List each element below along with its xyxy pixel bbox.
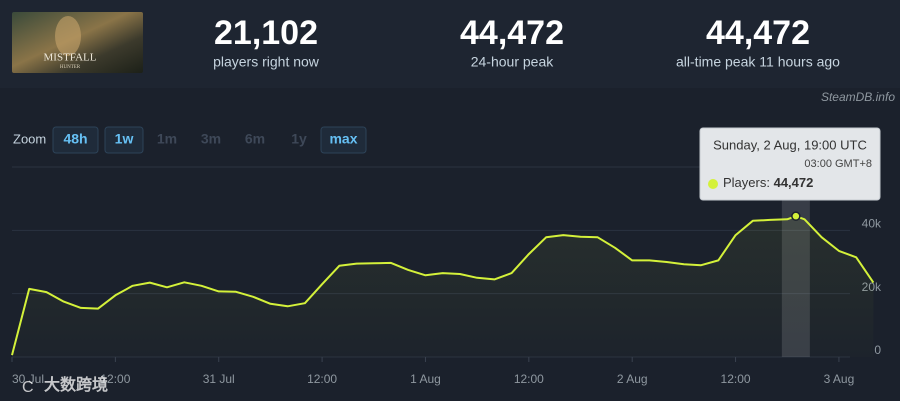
header-band [0,0,900,88]
zoom-button[interactable] [104,126,144,154]
thumbnail-title: MISTFALL [44,52,97,64]
thumbnail-figure [55,16,81,56]
zoom-option: 1y [291,131,307,147]
tooltip-value: 44,472 [774,175,814,190]
stat-label: 24-hour peak [471,54,555,70]
y-tick-label: 0 [874,343,881,357]
x-tick-label: 12:00 [307,372,337,386]
zoom-option: 6m [245,131,265,147]
area-fill [12,216,874,357]
x-tick-label: 12:00 [100,372,130,386]
x-tick-label: 12:00 [721,372,751,386]
zoom-option: 3m [201,131,221,147]
zoom-option[interactable]: max [329,131,357,147]
watermark: 大数跨境 [44,375,108,394]
tooltip-box [699,127,881,201]
stat-value: 44,472 [460,14,564,52]
zoom-label: Zoom [13,131,46,146]
tooltip-swatch [708,179,718,189]
stat-value: 44,472 [706,14,810,52]
tooltip-series-name: Players: [723,175,770,190]
hover-point [791,211,801,221]
x-tick-label: 3 Aug [824,372,855,386]
zoom-option[interactable]: 1w [115,131,134,147]
zoom-option: 1m [157,131,177,147]
tooltip-local: 03:00 GMT+8 [804,158,872,170]
stat-label: players right now [213,54,320,70]
watermark-icon: C [22,379,34,396]
x-tick-label: 1 Aug [410,372,441,386]
stat-label: all-time peak 11 hours ago [676,54,840,70]
zoom-button[interactable] [52,126,99,154]
thumbnail-subtitle: HUNTER [60,65,81,70]
x-tick-label: 2 Aug [617,372,648,386]
tooltip-date: Sunday, 2 Aug, 19:00 UTC [713,137,867,152]
tooltip-series: Players: 44,472 [723,175,813,190]
y-tick-label: 40k [862,217,882,231]
zoom-option[interactable]: 48h [63,131,87,147]
line [11,215,875,356]
x-tick-label: 31 Jul [203,372,235,386]
stat-value: 21,102 [214,14,318,52]
x-tick-label: 30 Jul [12,372,44,386]
source-label: SteamDB.info [821,90,895,104]
zoom-button[interactable] [320,126,367,154]
x-tick-label: 12:00 [514,372,544,386]
